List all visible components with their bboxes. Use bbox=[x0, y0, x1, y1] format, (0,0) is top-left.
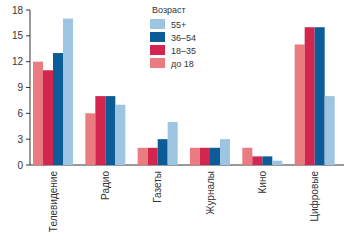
bars bbox=[33, 19, 335, 165]
y-tick-label: 6 bbox=[17, 108, 23, 119]
y-axis bbox=[30, 10, 31, 165]
legend-swatch bbox=[150, 58, 165, 68]
y-tick bbox=[26, 61, 30, 62]
y-tick bbox=[26, 87, 30, 88]
bar bbox=[85, 113, 95, 165]
legend-swatch bbox=[150, 32, 165, 42]
bar bbox=[95, 96, 105, 165]
bar bbox=[190, 148, 200, 165]
bar bbox=[138, 148, 148, 165]
legend-title: Возраст bbox=[152, 5, 186, 15]
x-tick-label: Цифровые bbox=[309, 171, 320, 222]
x-tick-label: Телевидение bbox=[48, 171, 59, 233]
y-tick bbox=[26, 139, 30, 140]
bar bbox=[53, 53, 63, 165]
x-tick-label: Радио bbox=[100, 171, 111, 200]
bar bbox=[305, 27, 315, 165]
legend-label: 55+ bbox=[171, 20, 186, 30]
y-tick-label: 15 bbox=[12, 30, 24, 41]
bar bbox=[168, 122, 178, 165]
bar bbox=[115, 105, 125, 165]
y-tick bbox=[26, 113, 30, 114]
y-tick-label: 0 bbox=[17, 160, 23, 171]
bar bbox=[262, 156, 272, 165]
bar bbox=[148, 148, 158, 165]
bar bbox=[252, 156, 262, 165]
legend-label: 36–54 bbox=[171, 33, 196, 43]
legend: Возраст 55+ 36–54 18–35 до 18 bbox=[150, 5, 196, 69]
legend-swatch bbox=[150, 19, 165, 29]
bar bbox=[210, 148, 220, 165]
bar bbox=[200, 148, 210, 165]
legend-label: до 18 bbox=[171, 59, 194, 69]
x-tick-label: Кино bbox=[257, 171, 268, 194]
bar bbox=[272, 161, 282, 165]
bar bbox=[242, 148, 252, 165]
bar bbox=[105, 96, 115, 165]
bar bbox=[43, 70, 53, 165]
y-tick-label: 9 bbox=[17, 82, 23, 93]
bar bbox=[33, 62, 43, 165]
bar bbox=[325, 96, 335, 165]
chart: 0 3 6 9 12 15 18 Телевидение Радио Газеты Журналы К… bbox=[0, 0, 352, 242]
legend-swatch bbox=[150, 45, 165, 55]
bar bbox=[158, 139, 168, 165]
y-tick-label: 12 bbox=[12, 56, 24, 67]
y-tick bbox=[26, 10, 30, 11]
bar bbox=[63, 19, 73, 165]
bar bbox=[220, 139, 230, 165]
y-tick bbox=[26, 165, 30, 166]
x-tick-label: Журналы bbox=[205, 171, 216, 215]
y-tick bbox=[26, 35, 30, 36]
x-tick-label: Газеты bbox=[152, 171, 163, 203]
legend-label: 18–35 bbox=[171, 46, 196, 56]
bar bbox=[315, 27, 325, 165]
y-tick-label: 18 bbox=[12, 5, 24, 16]
bar bbox=[295, 44, 305, 165]
y-tick-label: 3 bbox=[17, 134, 23, 145]
